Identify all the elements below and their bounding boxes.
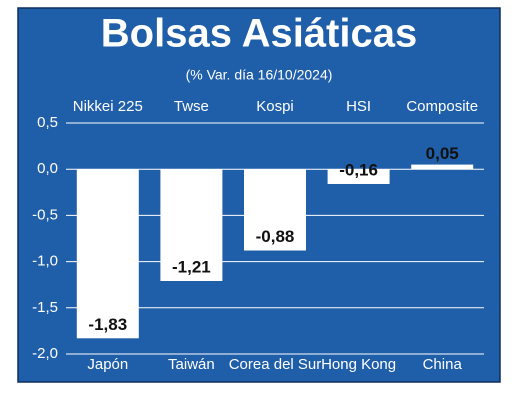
y-tick-label: -2,0 bbox=[32, 345, 58, 362]
x-tick-label: Corea del Sur bbox=[229, 356, 322, 373]
index-label: Nikkei 225 bbox=[73, 98, 143, 115]
value-label: -1,83 bbox=[88, 315, 127, 334]
value-label: -0,16 bbox=[339, 160, 378, 179]
value-label: -0,88 bbox=[256, 227, 295, 246]
y-tick-label: 0,5 bbox=[37, 114, 58, 131]
x-tick-label: Japón bbox=[87, 356, 128, 373]
x-tick-label: Taiwán bbox=[168, 356, 215, 373]
index-label: Twse bbox=[174, 98, 209, 115]
value-label: 0,05 bbox=[426, 144, 459, 163]
x-tick-label: China bbox=[423, 356, 463, 373]
bar bbox=[411, 164, 474, 170]
index-label: Composite bbox=[406, 98, 478, 115]
index-label: HSI bbox=[346, 98, 371, 115]
bar bbox=[160, 169, 223, 282]
y-tick-label: -1,5 bbox=[32, 299, 58, 316]
x-tick-label: Hong Kong bbox=[321, 356, 396, 373]
chart-title: Bolsas Asiáticas bbox=[101, 12, 417, 56]
index-label: Kospi bbox=[256, 98, 294, 115]
bar bbox=[327, 169, 390, 184]
y-tick-label: -0,5 bbox=[32, 206, 58, 223]
bar bbox=[76, 169, 139, 339]
y-tick-label: -1,0 bbox=[32, 253, 58, 270]
value-label: -1,21 bbox=[172, 257, 211, 276]
bar bbox=[244, 169, 306, 251]
chart-subtitle: (% Var. día 16/10/2024) bbox=[186, 67, 333, 83]
y-tick-label: 0,0 bbox=[37, 160, 58, 177]
